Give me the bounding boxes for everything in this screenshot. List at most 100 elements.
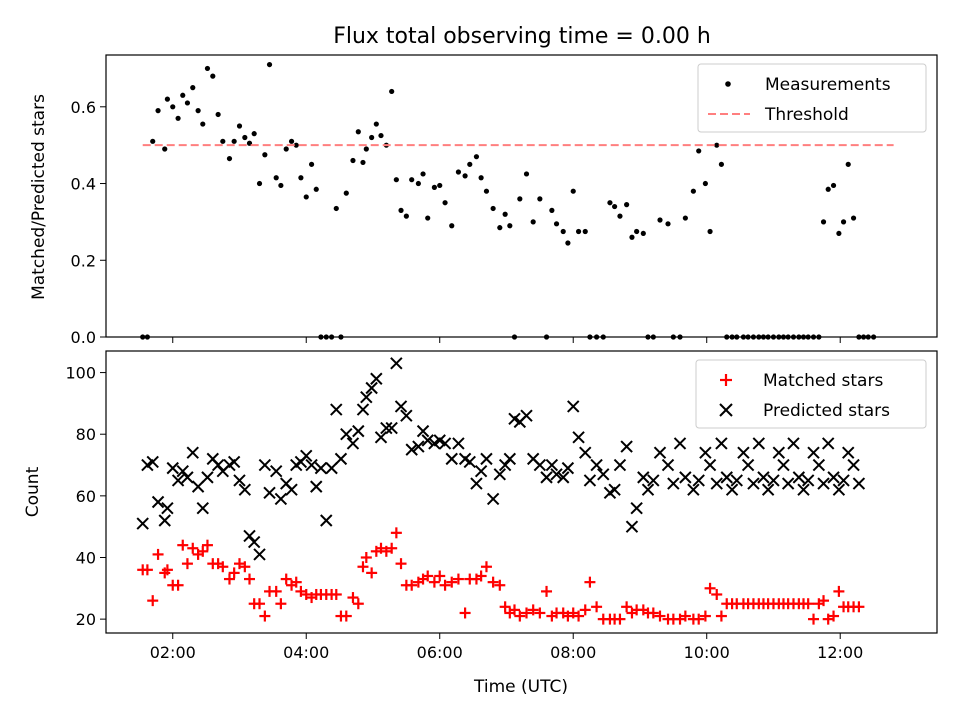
matched-point bbox=[475, 570, 487, 582]
predicted-point bbox=[710, 477, 723, 490]
matched-point bbox=[147, 595, 159, 607]
predicted-point bbox=[832, 483, 846, 496]
predicted-point bbox=[370, 372, 383, 385]
y-tick-label: 0.4 bbox=[71, 175, 96, 194]
measurement-point bbox=[288, 138, 295, 144]
predicted-point bbox=[380, 421, 393, 435]
legend-threshold-label: Threshold bbox=[764, 105, 849, 125]
predicted-point bbox=[801, 474, 815, 487]
measurement-point bbox=[776, 334, 782, 340]
predicted-point bbox=[821, 437, 835, 450]
matched-point bbox=[527, 604, 539, 616]
predicted-point bbox=[258, 458, 272, 472]
matched-point bbox=[514, 610, 526, 622]
measurement-point bbox=[690, 188, 696, 194]
bottom-panel-yticks: 20 40 60 80 100 bbox=[65, 364, 106, 629]
y-tick-label: 100 bbox=[65, 364, 96, 383]
predicted-point bbox=[320, 514, 333, 527]
measurement-point bbox=[836, 230, 842, 237]
legend-matched-marker bbox=[720, 374, 732, 386]
measurement-point bbox=[724, 334, 730, 340]
predicted-point bbox=[269, 464, 283, 478]
measurement-point bbox=[702, 180, 708, 187]
matched-point bbox=[217, 561, 229, 573]
measurement-point bbox=[714, 142, 720, 148]
x-axis-label: Time (UTC) bbox=[473, 677, 568, 697]
measurement-point bbox=[850, 215, 857, 221]
y-tick-label: 60 bbox=[76, 487, 96, 506]
measurement-point bbox=[745, 334, 751, 340]
predicted-point bbox=[673, 437, 687, 450]
matched-point bbox=[141, 564, 153, 576]
measurement-point bbox=[360, 159, 366, 166]
predicted-point bbox=[847, 458, 860, 472]
measurement-point bbox=[162, 146, 168, 152]
predicted-point bbox=[687, 483, 700, 496]
measurement-point bbox=[617, 213, 623, 219]
measurement-point bbox=[273, 175, 279, 181]
measurement-point bbox=[204, 65, 211, 72]
predicted-point bbox=[474, 464, 488, 478]
predicted-point bbox=[405, 443, 418, 456]
measurement-point bbox=[490, 205, 496, 212]
measurement-point bbox=[398, 207, 404, 213]
predicted-point bbox=[725, 483, 739, 496]
measurement-point bbox=[800, 334, 807, 340]
predicted-point bbox=[567, 400, 580, 413]
predicted-point bbox=[416, 424, 430, 438]
predicted-point bbox=[470, 477, 483, 490]
predicted-point bbox=[720, 471, 733, 484]
predicted-point bbox=[445, 452, 458, 466]
measurement-point bbox=[570, 188, 576, 194]
y-tick-label: 20 bbox=[76, 610, 96, 629]
measurement-point bbox=[682, 215, 688, 221]
predicted-point bbox=[561, 461, 575, 475]
top-panel-yticks: 0.0 0.2 0.4 0.6 bbox=[71, 98, 106, 347]
measurement-point bbox=[665, 221, 671, 227]
measurement-point bbox=[785, 334, 791, 340]
predicted-point bbox=[166, 461, 179, 475]
measurement-point bbox=[343, 190, 349, 196]
matched-point bbox=[508, 604, 520, 616]
matched-point bbox=[422, 570, 434, 582]
measurement-point bbox=[455, 169, 462, 175]
measurement-point bbox=[511, 334, 518, 340]
predicted-point bbox=[757, 471, 770, 484]
predicted-point bbox=[263, 486, 276, 499]
predicted-point bbox=[394, 400, 408, 413]
matched-point bbox=[228, 567, 240, 579]
measurement-point bbox=[478, 175, 484, 181]
measurement-point bbox=[462, 173, 468, 179]
matched-point bbox=[446, 576, 458, 588]
matched-point bbox=[239, 561, 251, 573]
predicted-point bbox=[314, 461, 328, 475]
predicted-point bbox=[356, 403, 370, 416]
predicted-point bbox=[842, 446, 855, 459]
predicted-point bbox=[158, 514, 171, 527]
predicted-point bbox=[572, 431, 585, 444]
predicted-point bbox=[730, 474, 743, 487]
predicted-point bbox=[777, 458, 790, 472]
matched-point bbox=[828, 610, 840, 622]
measurement-point bbox=[420, 171, 426, 177]
measurement-point bbox=[816, 334, 822, 340]
matched-point bbox=[347, 592, 359, 604]
matched-point bbox=[833, 585, 845, 597]
matched-point bbox=[579, 604, 591, 616]
measurement-point bbox=[796, 334, 802, 340]
predicted-point bbox=[346, 437, 360, 450]
measurement-point bbox=[236, 123, 243, 129]
measurement-point bbox=[840, 219, 847, 225]
measurement-point bbox=[298, 175, 304, 181]
predicted-point bbox=[817, 477, 830, 490]
matched-point bbox=[534, 607, 546, 619]
measurement-point bbox=[220, 138, 226, 144]
predicted-point bbox=[300, 449, 313, 462]
legend-measurements-label: Measurements bbox=[765, 75, 891, 95]
measurement-point bbox=[283, 146, 289, 152]
measurement-point bbox=[313, 186, 319, 192]
predicted-point bbox=[201, 471, 214, 484]
measurement-point bbox=[575, 228, 582, 235]
predicted-point bbox=[285, 483, 298, 496]
measurement-point bbox=[860, 334, 867, 340]
